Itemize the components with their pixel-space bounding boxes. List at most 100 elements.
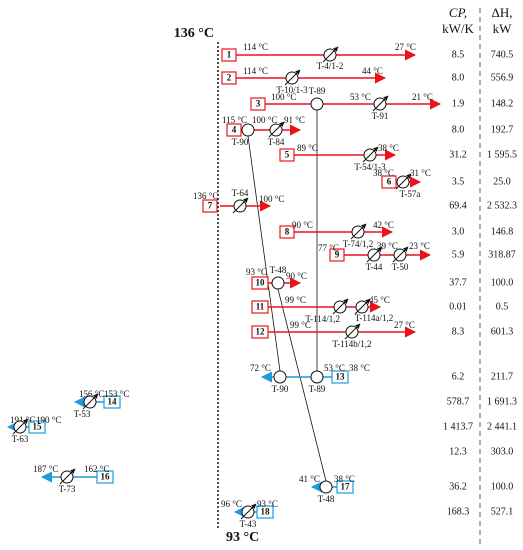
dh-value: 211.7	[491, 371, 513, 382]
temperature-label: 91 °C	[284, 115, 305, 125]
heat-exchanger	[241, 123, 255, 137]
unit-label: T-84	[268, 137, 285, 147]
dh-value: 25.0	[493, 176, 511, 187]
cp-value: 69.4	[449, 200, 467, 211]
temperature-label: 38 °C	[373, 168, 394, 178]
stream-number: 18	[261, 507, 271, 517]
unit-label: T-53	[74, 409, 91, 419]
utility-arrow	[268, 121, 285, 138]
cp-value: 8.0	[452, 72, 465, 83]
utility-arrow	[59, 468, 76, 485]
utility-arrow	[332, 298, 349, 315]
dh-value: 527.1	[491, 506, 514, 517]
temperature-label: 31 °C	[410, 168, 431, 178]
utility-arrow	[344, 323, 361, 340]
stream-box	[103, 395, 121, 409]
bottom-temperature: 93 °C	[226, 530, 259, 545]
cp-value: 8.3	[452, 326, 465, 337]
cp-value: 31.2	[449, 149, 467, 160]
top-temperature: 136 °C	[174, 26, 214, 41]
stream-number: 16	[101, 472, 111, 482]
unit-label: T-48	[270, 265, 287, 275]
temperature-label: 90 °C	[292, 220, 313, 230]
temperature-label: 114 °C	[243, 42, 268, 52]
temperature-label: 114 °C	[243, 66, 268, 76]
dh-unit: kW	[493, 21, 513, 36]
dh-value: 1 691.3	[487, 396, 517, 407]
stream-box	[251, 325, 269, 339]
temperature-label: 93 °C	[246, 267, 267, 277]
unit-label: T-43	[240, 519, 257, 529]
temperature-label: 72 °C	[250, 363, 271, 373]
unit-label: T-63	[12, 434, 29, 444]
stream-number: 12	[256, 327, 266, 337]
cp-value: 8.5	[452, 49, 465, 60]
stream-box	[336, 480, 354, 494]
stream-box	[221, 71, 237, 85]
unit-label: T-54/1-3	[354, 162, 386, 172]
utility-arrow	[354, 298, 371, 315]
cp-value: 168.3	[447, 506, 470, 517]
stream-number: 13	[336, 372, 346, 382]
unit-label: T-114b/1,2	[332, 339, 371, 349]
temperature-label: 100 °C	[259, 194, 284, 204]
dh-value: 146.8	[491, 226, 514, 237]
dh-value: 100.0	[491, 277, 514, 288]
stream-number: 9	[335, 250, 340, 260]
unit-label: T-64	[232, 188, 249, 198]
unit-label: T-89	[309, 86, 326, 96]
dh-value: 148.2	[491, 98, 514, 109]
stream-number: 15	[33, 422, 43, 432]
dh-value: 100.0	[491, 481, 514, 492]
temperature-label: 191 °C	[10, 415, 35, 425]
temperature-label: 38 °C	[378, 143, 399, 153]
stream-number: 11	[256, 302, 265, 312]
heat-exchanger	[319, 480, 333, 494]
cp-value: 3.0	[452, 226, 465, 237]
heat-exchanger	[310, 97, 324, 111]
stream-number: 2	[227, 73, 232, 83]
temperature-label: 93 °C	[257, 499, 278, 509]
dh-value: 2 441.1	[487, 421, 517, 432]
stream-box	[381, 175, 397, 189]
utility-arrow	[240, 503, 257, 520]
temperature-label: 153 °C	[104, 389, 129, 399]
cp-value: 12.3	[449, 446, 467, 457]
temperature-label: 38 °C	[334, 474, 355, 484]
utility-arrow	[232, 197, 249, 214]
cp-value: 37.7	[449, 277, 467, 288]
cp-value: 36.2	[449, 481, 467, 492]
stream-number: 1	[227, 50, 232, 60]
temperature-label: 27 °C	[395, 42, 416, 52]
unit-label: T-91	[372, 111, 389, 121]
utility-arrow	[372, 95, 389, 112]
cp-value: 5.9	[452, 249, 465, 260]
unit-label: T-44	[366, 262, 383, 272]
temperature-label: 45 °C	[369, 295, 390, 305]
stream-box	[331, 370, 349, 384]
unit-label: T-57a	[400, 189, 421, 199]
utility-arrow	[284, 69, 301, 86]
cp-value: 6.2	[452, 371, 465, 382]
utility-arrow	[322, 46, 339, 63]
stream-number: 6	[387, 177, 392, 187]
utility-arrow	[392, 246, 409, 263]
cp-header: CP,	[449, 5, 467, 20]
temperature-label: 44 °C	[362, 66, 383, 76]
stream-number: 3	[256, 99, 261, 109]
cp-value: 578.7	[447, 396, 470, 407]
stream-box	[256, 505, 274, 519]
unit-label: T-89	[309, 384, 326, 394]
unit-label: T-48	[318, 494, 335, 504]
dh-header: ΔH,	[492, 5, 513, 20]
stream-number: 10	[256, 278, 266, 288]
stream-number: 8	[285, 227, 290, 237]
unit-label: T-10/1-3	[276, 85, 308, 95]
temperature-label: 187 °C	[33, 464, 58, 474]
heat-exchanger	[310, 370, 324, 384]
dh-value: 303.0	[491, 446, 514, 457]
dh-value: 318.87	[488, 249, 516, 260]
stream-number: 14	[108, 397, 118, 407]
temperature-label: 190 °C	[36, 415, 61, 425]
